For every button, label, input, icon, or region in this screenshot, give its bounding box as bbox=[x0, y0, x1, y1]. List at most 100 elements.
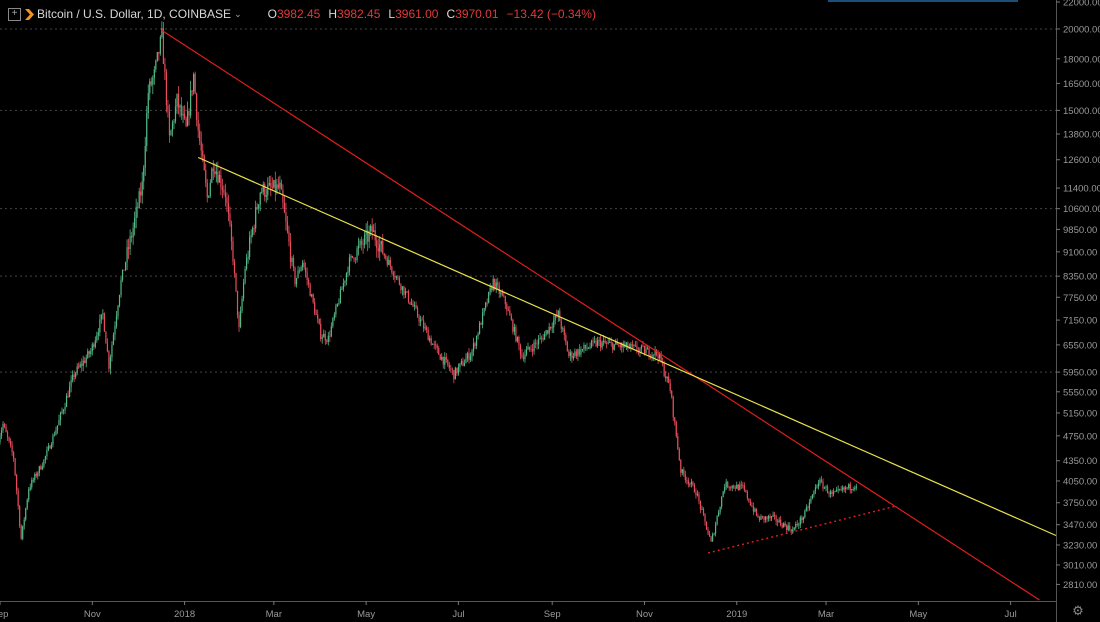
candle-body bbox=[3, 423, 6, 427]
gear-icon[interactable]: ⚙ bbox=[1072, 603, 1084, 618]
candle-body bbox=[250, 235, 252, 237]
candle-body bbox=[537, 339, 540, 345]
candle-body bbox=[757, 515, 759, 518]
candle-body bbox=[494, 278, 496, 289]
candle-body bbox=[740, 484, 742, 486]
price-tick-label: 5950.00 bbox=[1063, 368, 1097, 379]
candle-body bbox=[314, 302, 316, 314]
plus-square-icon[interactable]: + bbox=[8, 7, 21, 21]
candle-body bbox=[93, 344, 95, 347]
candle-body bbox=[50, 444, 53, 449]
candle-body bbox=[819, 479, 821, 484]
candle-body bbox=[22, 525, 24, 539]
candle-body bbox=[106, 343, 109, 352]
candle-body bbox=[613, 344, 615, 350]
candle-body bbox=[239, 310, 242, 328]
candle-body bbox=[453, 370, 455, 380]
candle-body bbox=[214, 171, 216, 175]
candle-body bbox=[241, 298, 243, 311]
candle-body bbox=[429, 338, 431, 341]
candle-body bbox=[383, 253, 385, 256]
candle-body bbox=[197, 119, 199, 131]
time-axis[interactable]: Sep Nov 2018 Mar May Jul Sep Nov 2019 Mar May Jul bbox=[0, 601, 1056, 620]
candle-body bbox=[660, 353, 662, 362]
candle-body bbox=[274, 180, 276, 193]
candle-body bbox=[784, 523, 786, 526]
candle-body bbox=[268, 182, 270, 186]
candle-body bbox=[639, 348, 641, 352]
candle-body bbox=[822, 481, 824, 489]
price-tick-label: 10600.00 bbox=[1063, 204, 1100, 215]
candle-body bbox=[426, 327, 428, 330]
candle-body bbox=[731, 485, 733, 488]
price-tick-label: 3230.00 bbox=[1063, 540, 1097, 551]
candle-body bbox=[124, 262, 127, 270]
candle-body bbox=[760, 516, 762, 520]
candle-body bbox=[681, 469, 683, 473]
candle-body bbox=[472, 343, 475, 352]
candle-body bbox=[777, 521, 779, 523]
candle-body bbox=[427, 329, 429, 341]
candle-body bbox=[38, 466, 40, 473]
candle-body bbox=[559, 310, 561, 322]
candle-body bbox=[185, 117, 187, 127]
candle-body bbox=[718, 512, 720, 517]
candle-body bbox=[657, 354, 659, 359]
candle-body bbox=[565, 335, 567, 343]
candle-body bbox=[456, 367, 458, 374]
price-axis[interactable]: 22000.00 20000.00 18000.00 16500.00 15000.00… bbox=[1056, 0, 1100, 622]
red-downtrend-line[interactable] bbox=[161, 29, 1040, 601]
candle-body bbox=[389, 259, 391, 267]
candle-body bbox=[575, 351, 578, 357]
price-tick-label: 9850.00 bbox=[1063, 225, 1097, 236]
candle-body bbox=[580, 349, 582, 355]
candle-body bbox=[663, 364, 665, 377]
candle-body bbox=[0, 430, 3, 437]
candle-body bbox=[596, 340, 599, 346]
candle-body bbox=[126, 247, 128, 263]
candle-body bbox=[379, 244, 381, 252]
candle-body bbox=[714, 524, 717, 534]
candle-body bbox=[58, 419, 60, 426]
candle-body bbox=[509, 310, 511, 316]
price-tick-label: 7750.00 bbox=[1063, 293, 1097, 304]
low-value: 3961.00 bbox=[395, 7, 439, 21]
chevron-down-icon[interactable]: ⌄ bbox=[234, 8, 242, 19]
time-tick-label: Sep bbox=[544, 609, 561, 620]
candle-body bbox=[805, 507, 807, 511]
candle-body bbox=[23, 519, 25, 526]
candle-body bbox=[855, 486, 857, 488]
candle-body bbox=[796, 523, 798, 526]
candle-body bbox=[224, 192, 227, 198]
candle-body bbox=[289, 241, 292, 262]
candle-body bbox=[167, 105, 169, 112]
candle-body bbox=[97, 332, 99, 336]
candle-body bbox=[286, 221, 289, 232]
candle-body bbox=[202, 150, 204, 156]
candle-body bbox=[244, 268, 246, 284]
candle-body bbox=[633, 344, 635, 346]
red-support-line[interactable] bbox=[707, 505, 895, 554]
candle-body bbox=[739, 484, 741, 490]
candle-body bbox=[356, 248, 358, 261]
candle-body bbox=[624, 345, 626, 348]
trendlines[interactable] bbox=[161, 29, 1057, 601]
candle-body bbox=[713, 533, 715, 535]
candle-body bbox=[492, 278, 494, 291]
candle-body bbox=[238, 315, 240, 328]
candle-body bbox=[474, 343, 476, 346]
yellow-downtrend-line[interactable] bbox=[197, 156, 1057, 537]
candle-body bbox=[209, 182, 211, 196]
symbol-title[interactable]: Bitcoin / U.S. Dollar, 1D, COINBASE bbox=[37, 7, 232, 21]
price-tick-label: 3470.00 bbox=[1063, 520, 1097, 531]
candle-body bbox=[631, 344, 633, 346]
candle-body bbox=[330, 326, 332, 337]
candle-body bbox=[764, 516, 767, 520]
candle-body bbox=[317, 314, 319, 319]
candle-body bbox=[261, 192, 263, 193]
candle-body bbox=[329, 335, 331, 337]
candle-body bbox=[221, 187, 223, 190]
candle-body bbox=[734, 487, 736, 489]
candle-body bbox=[736, 484, 738, 489]
